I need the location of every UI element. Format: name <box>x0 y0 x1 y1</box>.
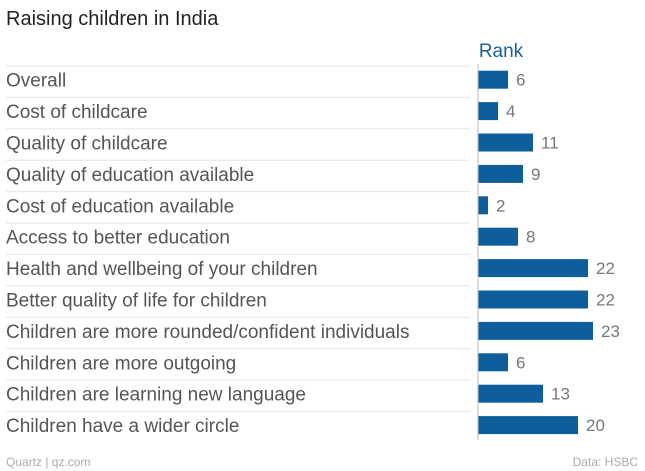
column-header-rank: Rank <box>479 41 524 62</box>
category-label: Children are more outgoing <box>6 353 236 374</box>
chart-rows: Overall 6 Cost of childcare 4 Quality of chi… <box>6 65 620 437</box>
bar <box>478 353 508 372</box>
bar <box>478 196 488 215</box>
category-label: Cost of childcare <box>6 102 148 123</box>
bar <box>478 70 508 89</box>
value-label: 6 <box>516 71 525 90</box>
value-label: 9 <box>531 165 540 184</box>
bar <box>478 416 578 435</box>
category-label: Overall <box>6 71 66 92</box>
value-label: 22 <box>596 291 615 310</box>
value-label: 6 <box>516 353 525 372</box>
category-label: Children have a wider circle <box>6 416 239 437</box>
bar <box>478 321 593 340</box>
category-label: Children are more rounded/confident indi… <box>6 322 409 343</box>
category-label: Better quality of life for children <box>6 291 267 312</box>
footer-credit: Quartz | qz.com <box>6 455 90 469</box>
value-label: 11 <box>541 134 559 153</box>
bar <box>478 227 518 246</box>
category-label: Quality of childcare <box>6 134 168 155</box>
bar <box>478 133 533 152</box>
bar <box>478 384 543 403</box>
value-label: 23 <box>601 322 620 341</box>
value-label: 4 <box>506 102 515 121</box>
category-label: Health and wellbeing of your children <box>6 259 318 280</box>
chart-title: Raising children in India <box>6 8 219 30</box>
value-label: 22 <box>596 259 615 278</box>
category-label: Access to better education <box>6 228 230 249</box>
bar <box>478 102 498 121</box>
category-label: Cost of education available <box>6 196 234 217</box>
bar <box>478 290 588 309</box>
value-label: 8 <box>526 228 535 247</box>
bar <box>478 164 523 183</box>
value-label: 13 <box>551 385 570 404</box>
value-label: 20 <box>586 416 605 435</box>
footer-source: Data: HSBC <box>573 455 639 469</box>
category-label: Children are learning new language <box>6 385 306 406</box>
value-label: 2 <box>496 196 505 215</box>
bar <box>478 259 588 278</box>
category-label: Quality of education available <box>6 165 254 186</box>
